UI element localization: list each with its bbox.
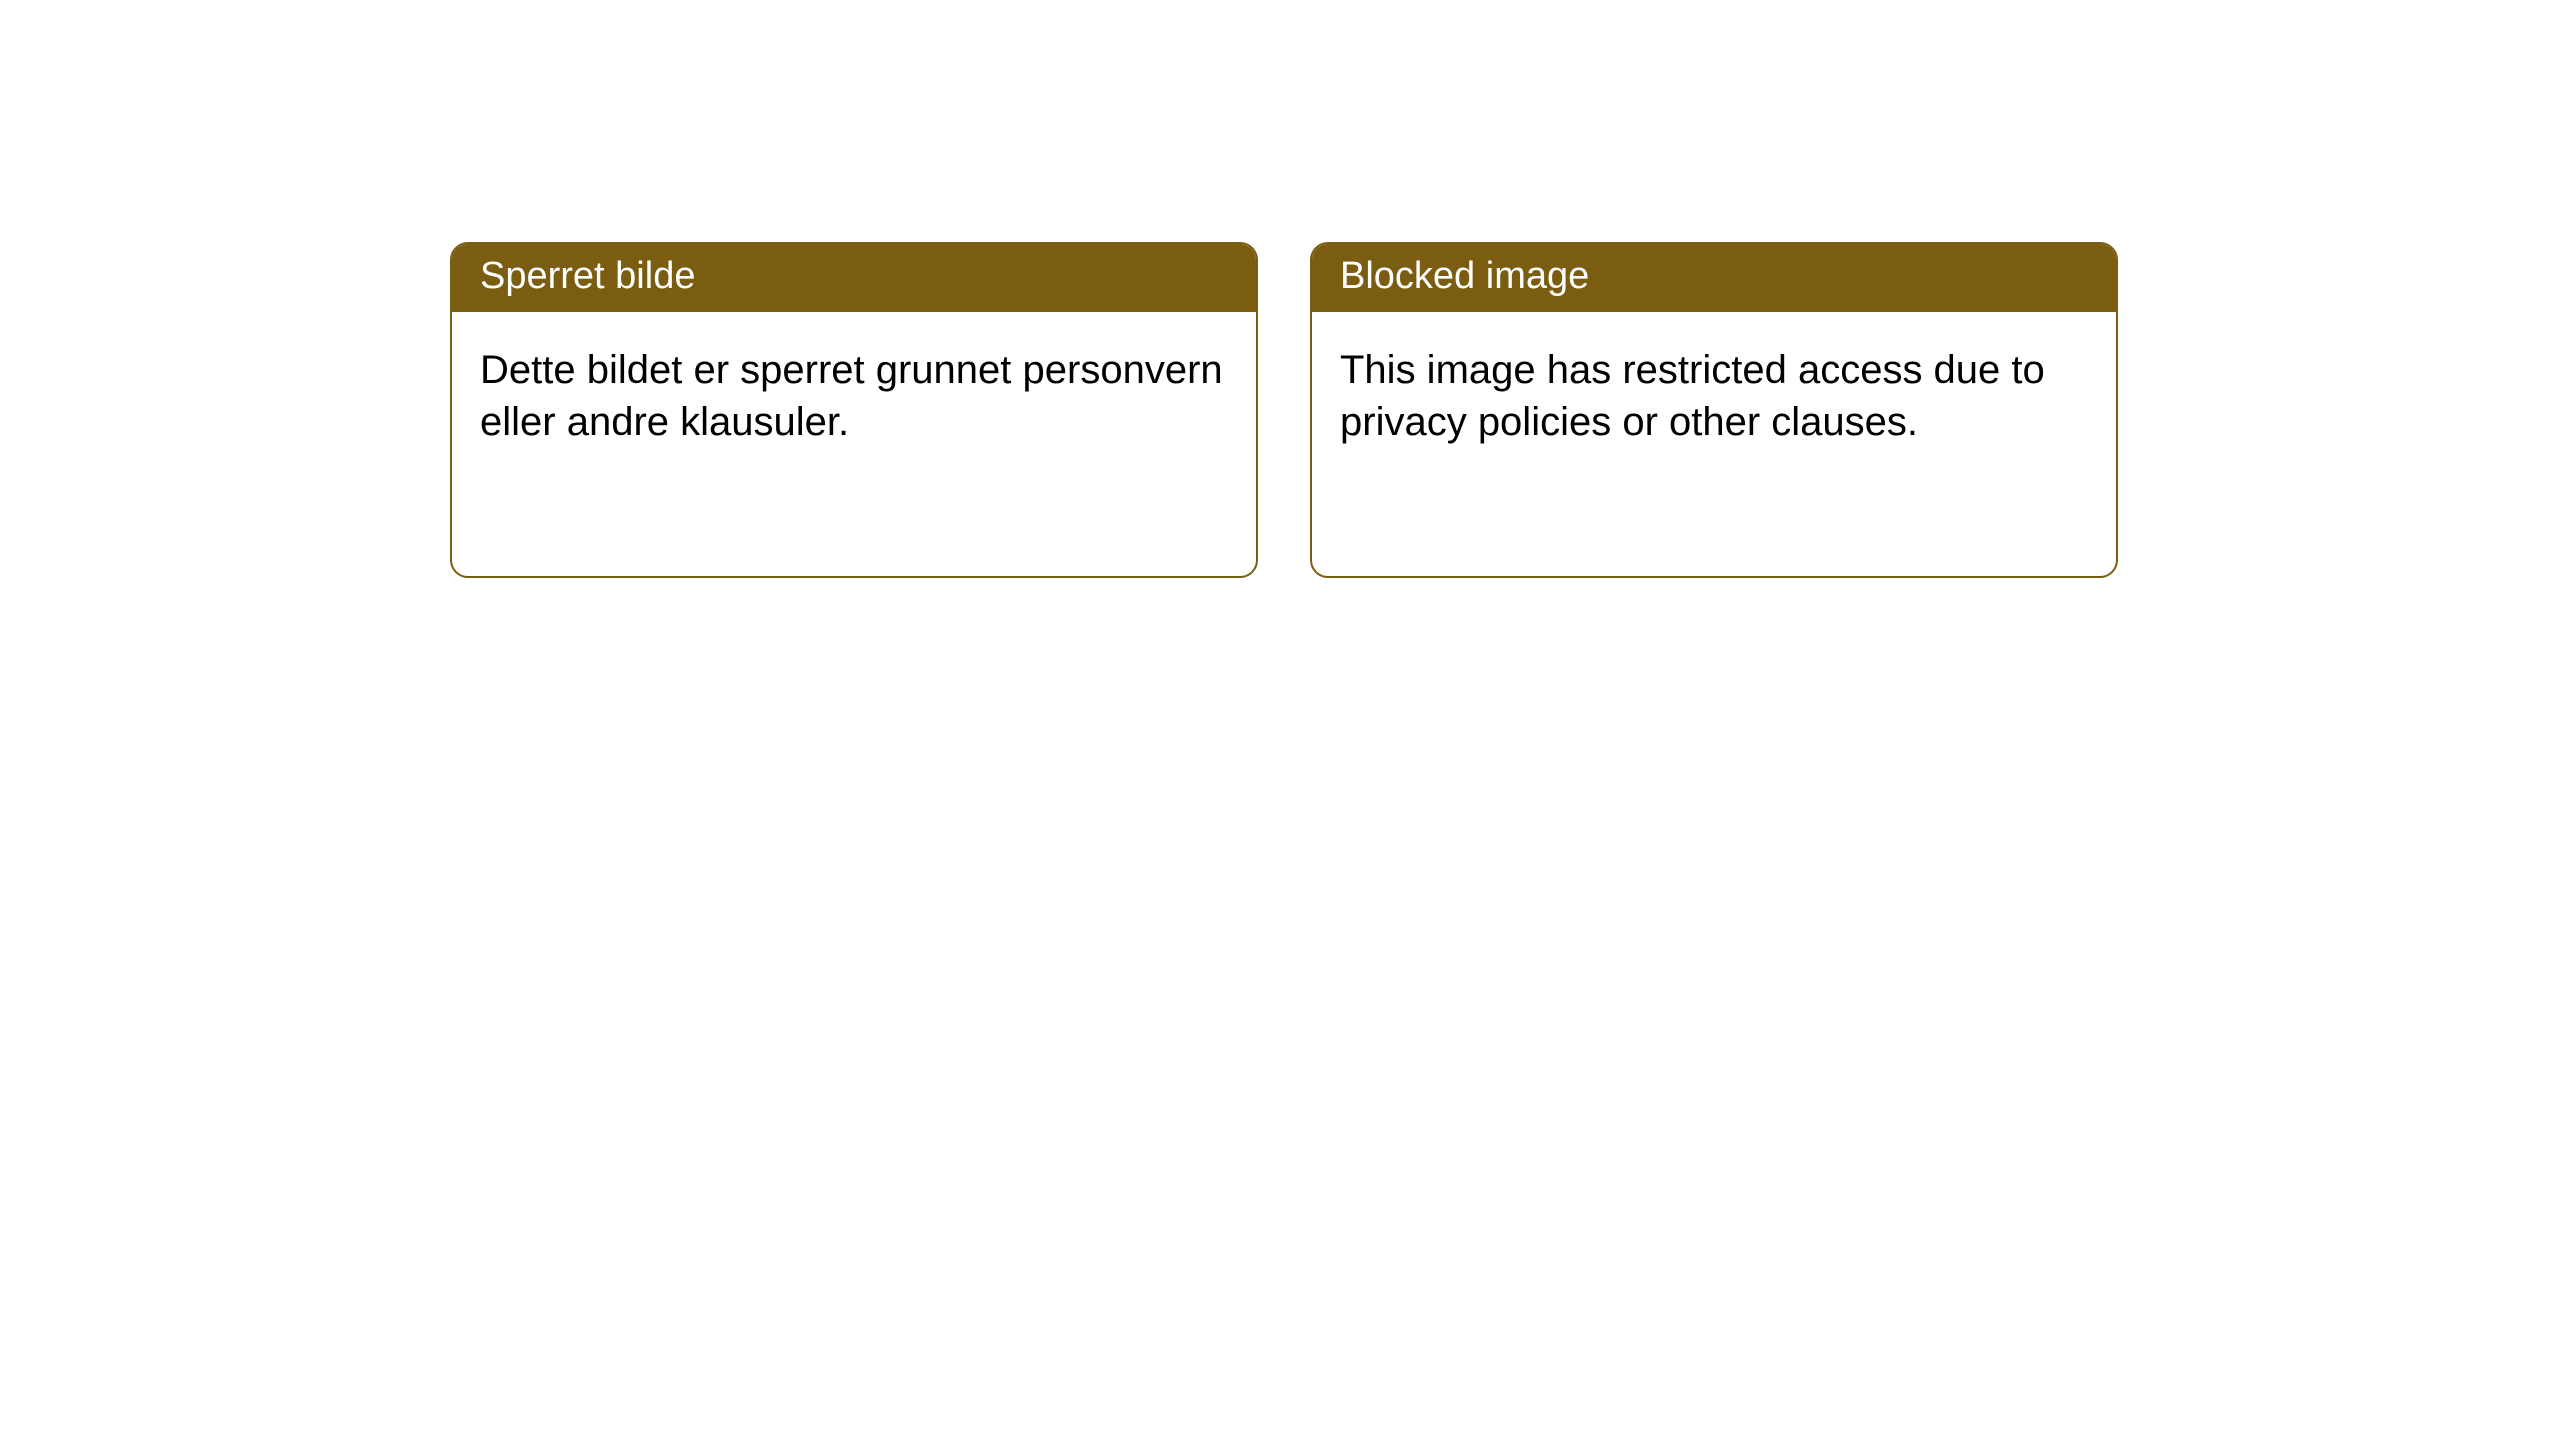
notice-body-english: This image has restricted access due to …	[1312, 312, 2116, 482]
notice-header-norwegian: Sperret bilde	[452, 244, 1256, 312]
notice-header-english: Blocked image	[1312, 244, 2116, 312]
notice-container: Sperret bilde Dette bildet er sperret gr…	[0, 0, 2560, 578]
notice-card-norwegian: Sperret bilde Dette bildet er sperret gr…	[450, 242, 1258, 578]
notice-body-norwegian: Dette bildet er sperret grunnet personve…	[452, 312, 1256, 482]
notice-card-english: Blocked image This image has restricted …	[1310, 242, 2118, 578]
